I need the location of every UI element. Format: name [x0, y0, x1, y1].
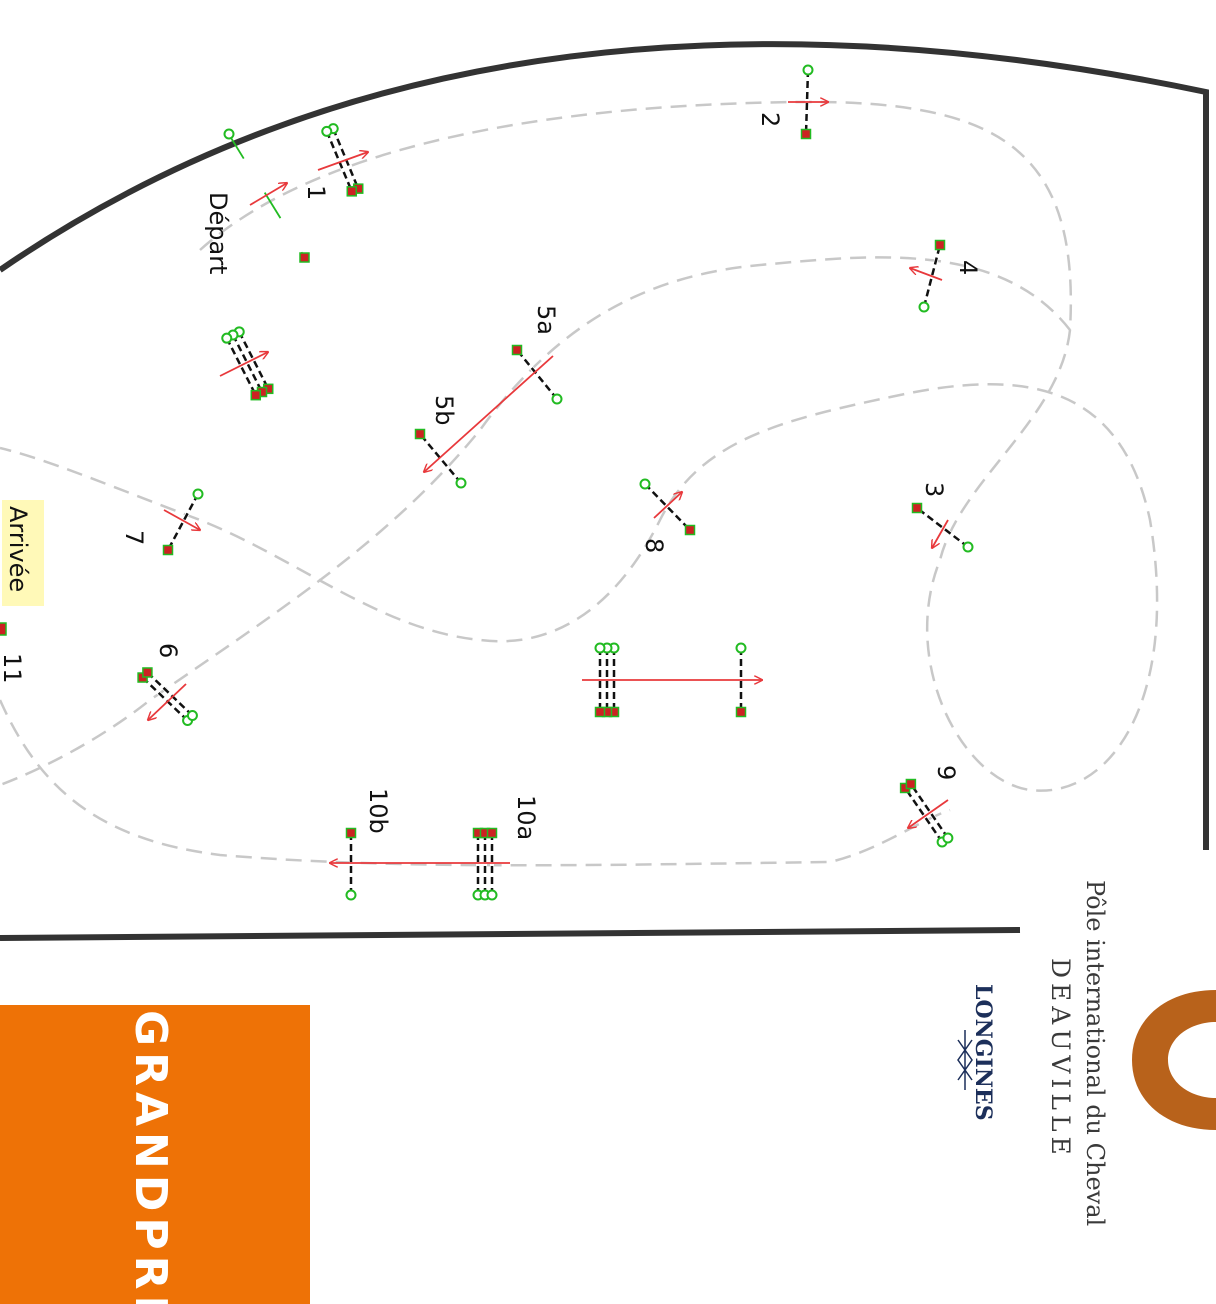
course-path: [0, 100, 1159, 867]
obstacle-label-5b: 5b: [430, 395, 458, 426]
obstacle-label-8: 8: [640, 538, 668, 553]
obstacle-6: [137, 667, 198, 727]
arena-border: [0, 41, 1209, 941]
obstacle-2: [788, 64, 828, 140]
obstacle-10b: [345, 827, 357, 901]
venue-emblem-icon: [1132, 990, 1216, 1130]
sponsor-logo: LONGINES: [957, 984, 996, 1121]
obstacle-3: [911, 502, 974, 553]
obstacle-label-3: 3: [920, 482, 948, 497]
obstacle-label-10a: 10a: [512, 795, 540, 840]
obstacle-8: [639, 478, 696, 536]
obstacle-9: [899, 778, 954, 848]
obstacle-label-1: 1: [302, 185, 330, 200]
venue-name-line1: Pôle international du Cheval: [1081, 880, 1109, 1226]
obstacles: [137, 64, 974, 901]
obstacle-7: [162, 488, 204, 556]
obstacle-1: [317, 123, 368, 197]
obstacle-4: [910, 239, 946, 313]
obstacle-label-10b: 10b: [364, 788, 392, 834]
obstacle-10a: [472, 827, 498, 901]
venue-name-line2: DEAUVILLE: [1046, 958, 1075, 1160]
obstacle-label-9: 9: [932, 765, 960, 780]
obstacle-label-11: 11: [0, 653, 26, 684]
obstacle-label-6: 6: [154, 643, 182, 658]
grand-prix-banner: GRANDPRIX: [0, 1005, 310, 1304]
obstacle-5-direction-arrow: [424, 355, 554, 472]
labels: Départ Arrivée 1 2 3 4 5a 5b 6 7 8 9 10a…: [0, 112, 982, 840]
obstacle-5b: [414, 428, 467, 489]
obstacle-label-5a: 5a: [532, 305, 560, 335]
obstacle-label-2: 2: [756, 112, 784, 127]
finish-label: Arrivée: [4, 506, 32, 592]
obstacle-label-7: 7: [120, 530, 148, 545]
obstacle-unnumbered-a: [219, 326, 274, 401]
start-label: Départ: [204, 192, 232, 274]
banner-text: GRANDPRIX: [125, 1010, 176, 1304]
winged-hourglass-icon: [957, 1030, 973, 1090]
finish-highlight: [2, 500, 44, 606]
finish-marker: [0, 622, 7, 636]
venue-logo: Pôle international du Cheval DEAUVILLE: [1046, 880, 1216, 1226]
obstacle-label-4: 4: [954, 260, 982, 275]
start-line: [223, 128, 310, 263]
sponsor-name: LONGINES: [970, 984, 996, 1121]
obstacle-5a: [511, 344, 563, 405]
